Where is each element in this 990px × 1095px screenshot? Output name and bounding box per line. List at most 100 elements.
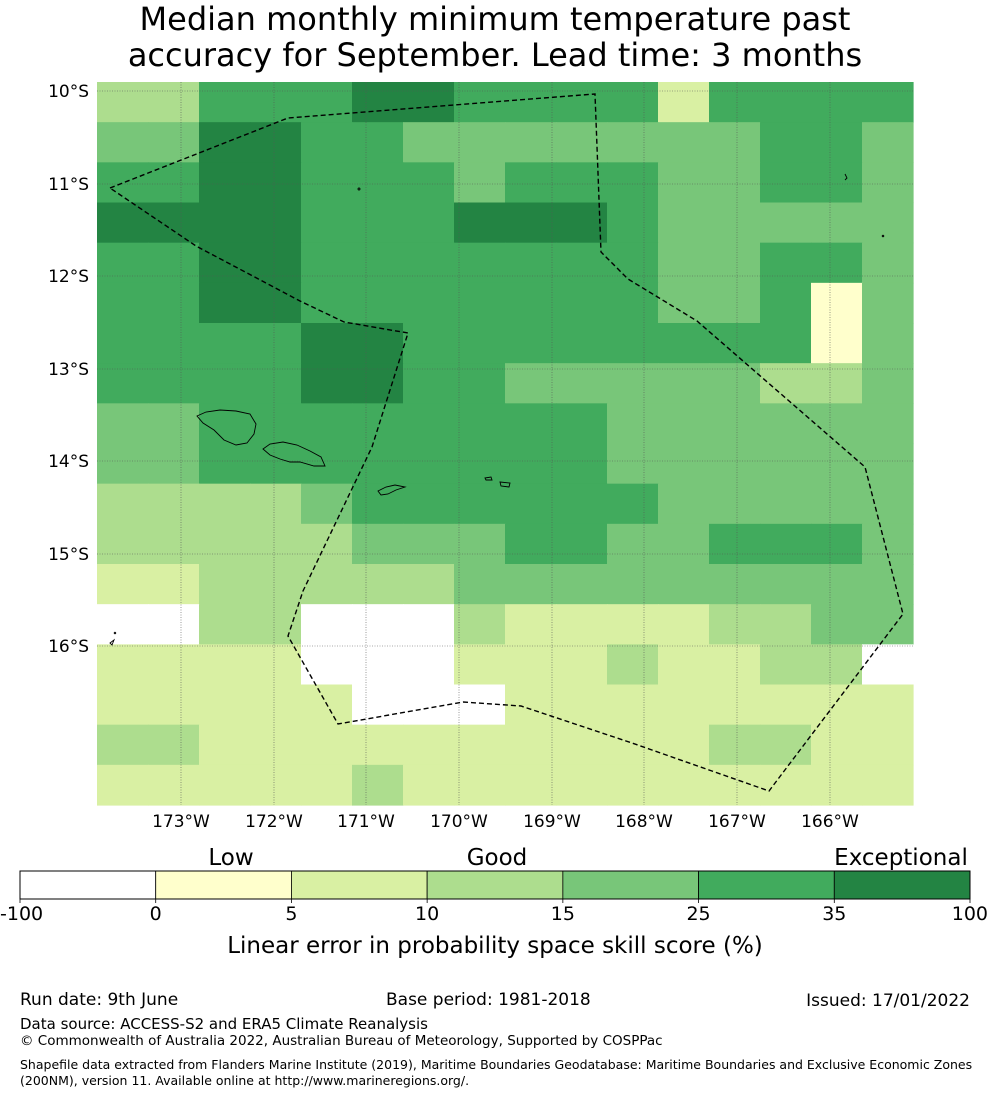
colorbar-tick-label: 0 — [150, 903, 162, 925]
skill-cell — [454, 323, 506, 364]
skill-cell — [352, 202, 404, 244]
skill-cell — [505, 604, 557, 645]
skill-cell — [199, 82, 251, 123]
colorbar-segment — [426, 870, 564, 900]
skill-cell — [454, 363, 506, 404]
skill-cell — [658, 523, 710, 565]
legend-label-low: Low — [208, 845, 253, 871]
skill-cell — [352, 282, 404, 324]
skill-cell — [505, 363, 557, 404]
skill-cell — [658, 564, 710, 605]
skill-cell — [199, 443, 251, 485]
skill-cell — [607, 764, 659, 806]
skill-cell — [658, 684, 710, 726]
colorbar-tick-label: 25 — [686, 903, 710, 925]
skill-cell — [862, 242, 914, 284]
skill-cell — [454, 122, 506, 163]
skill-cell — [97, 323, 149, 364]
skill-cell — [250, 604, 302, 645]
skill-cell — [658, 443, 710, 485]
skill-cell — [607, 242, 659, 284]
longitude-label: 171°W — [337, 812, 395, 832]
island-outlines — [109, 173, 885, 646]
skill-cell — [301, 122, 353, 163]
tau-island — [499, 481, 511, 488]
skill-cell — [607, 323, 659, 364]
latitude-label: 14°S — [48, 452, 89, 472]
skill-cell — [505, 162, 557, 204]
skill-cell — [148, 82, 200, 123]
skill-cell — [148, 764, 200, 806]
skill-cell — [505, 564, 557, 605]
colorbar-tick-label: 100 — [952, 903, 988, 925]
colorbar-axis-label: Linear error in probability space skill … — [227, 933, 763, 959]
skill-cell — [862, 323, 914, 364]
skill-cell — [352, 162, 404, 204]
skill-cell — [709, 523, 761, 565]
skill-cell — [862, 644, 914, 686]
skill-cell — [454, 202, 506, 244]
skill-cell — [607, 483, 659, 525]
skill-cell — [709, 644, 761, 686]
skill-cell — [556, 82, 608, 123]
skill-cell — [607, 684, 659, 726]
skill-cell — [556, 724, 608, 766]
colorbar-frame — [19, 870, 971, 900]
skill-cell — [505, 724, 557, 766]
map-gridlines — [97, 82, 913, 805]
skill-cell — [658, 242, 710, 284]
skill-cell — [607, 202, 659, 244]
skill-cell — [760, 122, 812, 163]
longitude-label: 170°W — [430, 812, 488, 832]
skill-cell — [352, 82, 404, 123]
legend-label-good: Good — [467, 845, 528, 871]
skill-cell — [505, 242, 557, 284]
skill-cell — [709, 684, 761, 726]
skill-cell — [97, 202, 149, 244]
skill-cell — [760, 162, 812, 204]
skill-cell — [556, 323, 608, 364]
skill-cell — [250, 684, 302, 726]
skill-cell — [352, 122, 404, 163]
skill-cell — [97, 82, 149, 123]
skill-cell — [760, 403, 812, 445]
skill-cell — [301, 644, 353, 686]
skill-cell — [199, 363, 251, 404]
skill-cell — [97, 162, 149, 204]
skill-cell — [250, 323, 302, 364]
skill-cell — [862, 564, 914, 605]
latitude-label: 13°S — [48, 360, 89, 380]
skill-cell — [250, 403, 302, 445]
skill-cell — [862, 724, 914, 766]
map-title-line-2: accuracy for September. Lead time: 3 mon… — [127, 36, 863, 74]
skill-cell — [760, 564, 812, 605]
skill-cell — [97, 564, 149, 605]
skill-cell — [301, 604, 353, 645]
skill-cell — [148, 242, 200, 284]
skill-cell — [760, 323, 812, 364]
skill-cell — [148, 202, 200, 244]
skill-cell — [403, 403, 455, 445]
skill-cell — [556, 764, 608, 806]
base-period: Base period: 1981-2018 — [386, 990, 591, 1010]
skill-cell — [403, 443, 455, 485]
skill-cell — [148, 122, 200, 163]
skill-cell — [301, 202, 353, 244]
skill-cell — [148, 604, 200, 645]
skill-cell — [811, 363, 863, 404]
skill-cell — [709, 443, 761, 485]
skill-cell — [505, 82, 557, 123]
skill-cell — [403, 162, 455, 204]
skill-cell — [199, 282, 251, 324]
skill-cell — [709, 483, 761, 525]
skill-cell — [403, 604, 455, 645]
skill-cell — [862, 202, 914, 244]
skill-cell — [454, 764, 506, 806]
skill-cell — [607, 162, 659, 204]
skill-cell — [811, 242, 863, 284]
skill-cell — [250, 202, 302, 244]
colorbar-tick-label: 15 — [551, 903, 575, 925]
skill-cell — [556, 443, 608, 485]
skill-cell — [862, 282, 914, 324]
skill-cell — [658, 82, 710, 123]
